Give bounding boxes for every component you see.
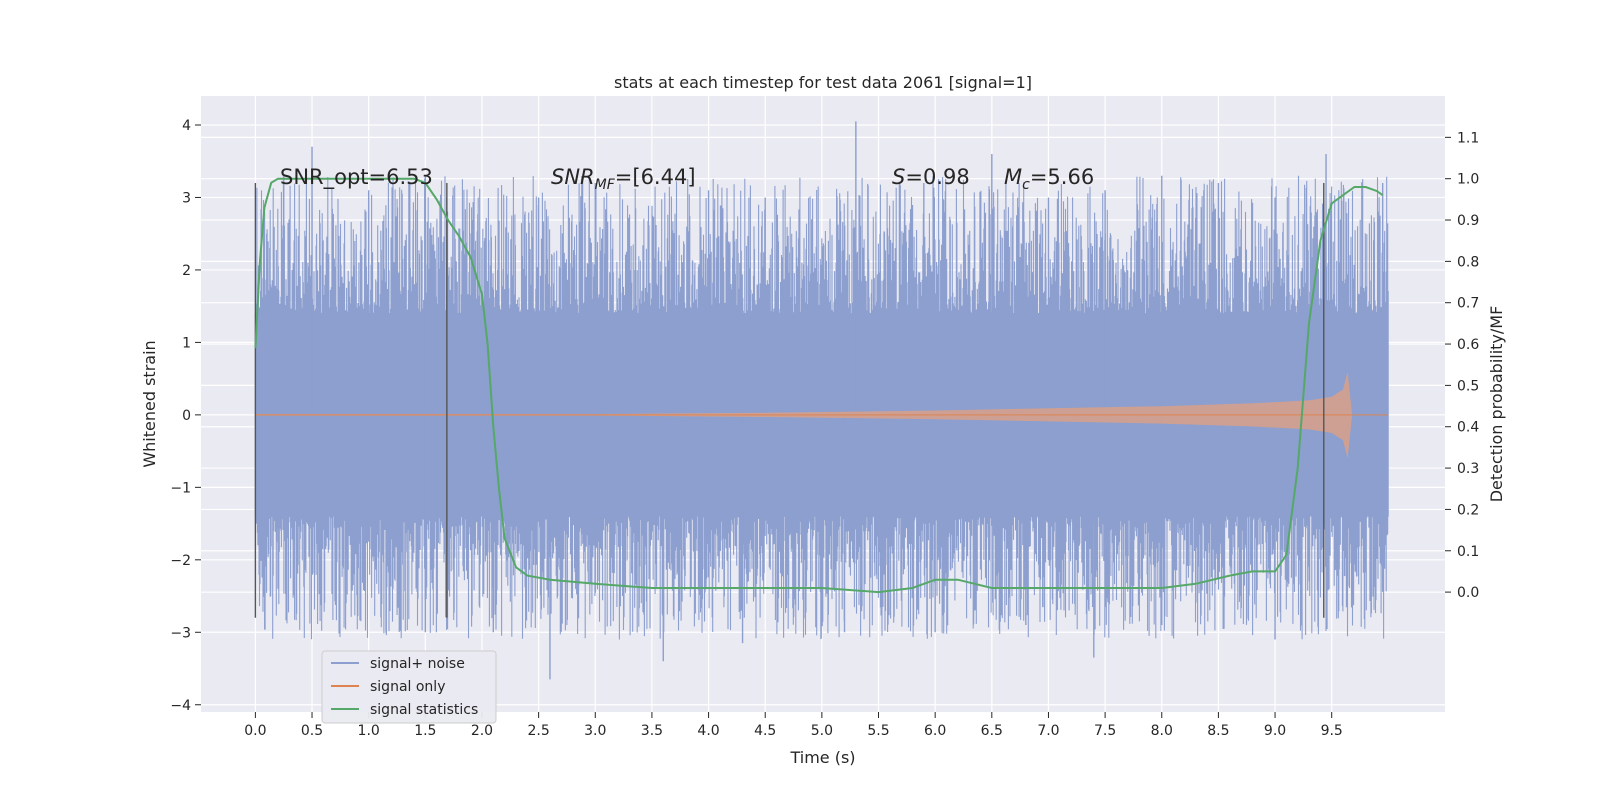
- y-tick-label: −1: [170, 480, 191, 496]
- x-tick-label: 5.0: [811, 723, 833, 739]
- y-tick-label: −2: [170, 553, 191, 569]
- x-tick-label: 2.0: [471, 723, 493, 739]
- x-tick-label: 3.5: [641, 723, 663, 739]
- y-tick-label: 1: [182, 335, 191, 351]
- mc-label: M: [1004, 165, 1022, 189]
- y-tick-label: 2: [182, 263, 191, 279]
- snr-mf-rest: =[6.44]: [615, 165, 696, 189]
- legend-box: [321, 650, 497, 724]
- y2-tick-label: 0.6: [1457, 337, 1479, 353]
- x-tick-label: 8.0: [1151, 723, 1173, 739]
- signal-statistics-line: [254, 177, 1384, 594]
- x-tick-label: 4.5: [754, 723, 776, 739]
- y2-tick-label: 0.3: [1457, 461, 1479, 477]
- x-tick-label: 4.0: [697, 723, 719, 739]
- y-tick-label: −3: [170, 625, 191, 641]
- legend: signal+ noise signal only signal statist…: [321, 650, 497, 724]
- y-axis-ticks: 4 3 2 1 0 −1 −2 −3 −4: [170, 118, 201, 714]
- s-annotation: S=0.98: [892, 165, 970, 189]
- y2-axis-label: Detection probability/MF: [1487, 306, 1506, 503]
- legend-label-signal-statistics: signal statistics: [370, 702, 478, 718]
- x-tick-label: 0.5: [301, 723, 323, 739]
- vertical-markers: [254, 182, 1325, 618]
- x-tick-label: 1.0: [358, 723, 380, 739]
- x-tick-label: 6.5: [981, 723, 1003, 739]
- y2-tick-label: 0.8: [1457, 254, 1479, 270]
- x-tick-label: 7.0: [1037, 723, 1059, 739]
- y2-tick-label: 1.0: [1457, 172, 1479, 188]
- legend-label-signal-only: signal only: [370, 679, 445, 695]
- signal-statistics-series: [254, 177, 1384, 594]
- x-tick-label: 7.5: [1094, 723, 1116, 739]
- y-tick-label: −4: [170, 698, 191, 714]
- y2-tick-label: 1.1: [1457, 130, 1479, 146]
- mc-annotation: Mc=5.66: [1004, 165, 1094, 193]
- x-tick-label: 9.5: [1321, 723, 1343, 739]
- signal-only-series: [255, 371, 1389, 459]
- x-tick-label: 9.0: [1264, 723, 1286, 739]
- x-tick-label: 8.5: [1207, 723, 1229, 739]
- x-tick-label: 1.5: [414, 723, 436, 739]
- y2-tick-label: 0.7: [1457, 296, 1479, 312]
- snr-mf-annotation: SNRMF=[6.44]: [551, 165, 696, 193]
- y-tick-label: 3: [182, 190, 191, 206]
- y2-tick-label: 0.0: [1457, 585, 1479, 601]
- x-tick-label: 5.5: [867, 723, 889, 739]
- mc-rest: =5.66: [1030, 165, 1094, 189]
- s-rest: =0.98: [905, 165, 969, 189]
- y2-tick-label: 0.4: [1457, 420, 1479, 436]
- x-tick-label: 0.0: [244, 723, 266, 739]
- y-axis-label: Whitened strain: [140, 340, 159, 467]
- y-tick-label: 4: [182, 118, 191, 134]
- legend-label-signal-noise: signal+ noise: [370, 656, 465, 672]
- x-axis-ticks: 0.0 0.5 1.0 1.5 2.0 2.5 3.0 3.5 4.0 4.5 5.0 5.5 6.0 6…: [244, 712, 1343, 739]
- s-label: S: [892, 165, 905, 189]
- y2-tick-label: 0.2: [1457, 502, 1479, 518]
- snr-mf-main: SNR: [551, 165, 595, 189]
- y-tick-label: 0: [182, 408, 191, 424]
- snr-opt-annotation: SNR_opt=6.53: [280, 165, 433, 190]
- x-axis-label: Time (s): [789, 748, 855, 767]
- x-tick-label: 2.5: [527, 723, 549, 739]
- y2-tick-label: 0.5: [1457, 378, 1479, 394]
- y2-axis-ticks: 1.1 1.0 0.9 0.8 0.7 0.6 0.5 0.4 0.3 0.2 0.1 0.0: [1445, 130, 1479, 601]
- x-tick-label: 6.0: [924, 723, 946, 739]
- chart-title: stats at each timestep for test data 206…: [614, 73, 1032, 92]
- snr-mf-sub: MF: [595, 177, 616, 193]
- y2-tick-label: 0.1: [1457, 544, 1479, 560]
- mc-sub: c: [1022, 177, 1030, 193]
- x-tick-label: 3.0: [584, 723, 606, 739]
- y2-tick-label: 0.9: [1457, 213, 1479, 229]
